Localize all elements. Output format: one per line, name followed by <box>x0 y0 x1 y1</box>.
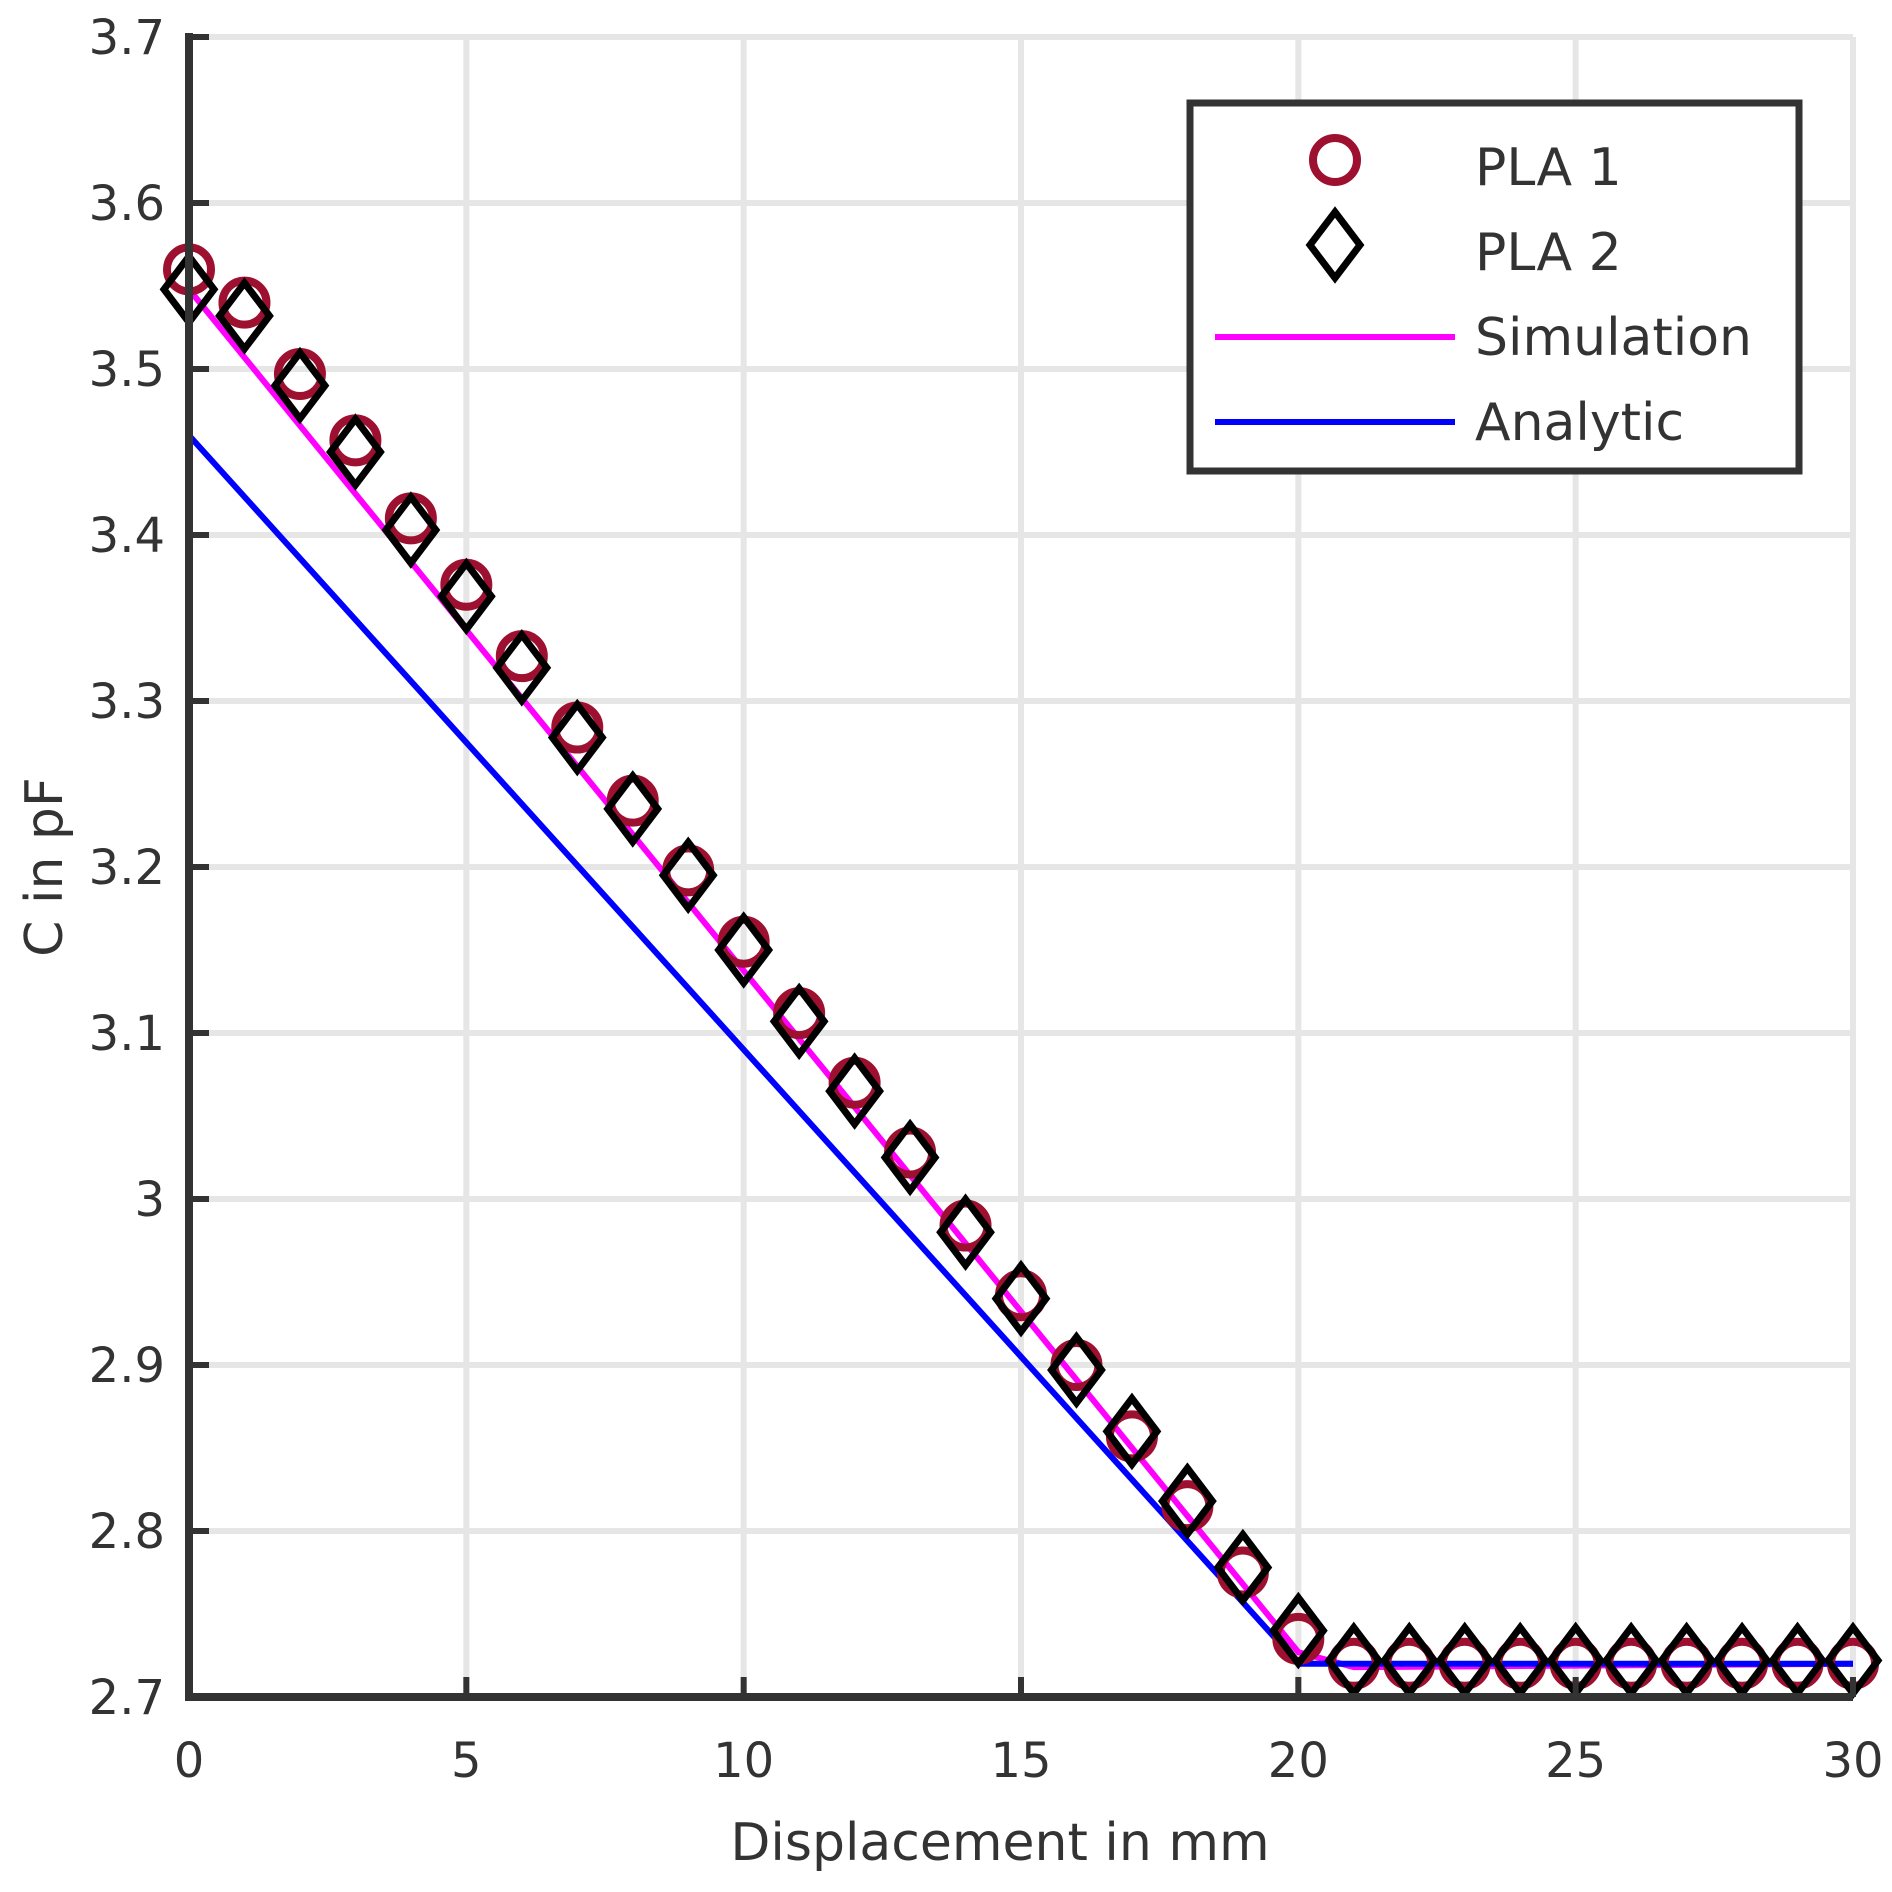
data-point-pla2 <box>1102 1392 1162 1471</box>
x-tick-label: 25 <box>1545 1733 1606 1789</box>
y-tick-label: 2.7 <box>89 1670 165 1726</box>
x-tick-label: 5 <box>451 1733 482 1789</box>
y-tick-label: 3.1 <box>89 1006 165 1062</box>
x-tick-label: 15 <box>990 1733 1051 1789</box>
legend-label: Analytic <box>1475 393 1684 453</box>
y-tick-label: 2.8 <box>89 1504 165 1560</box>
y-tick-label: 3.4 <box>89 508 165 564</box>
data-point-pla2 <box>436 557 496 636</box>
data-point-pla2 <box>658 836 718 915</box>
data-point-pla2 <box>936 1193 995 1271</box>
data-point-pla2 <box>1268 1591 1328 1670</box>
data-point-pla2 <box>825 1052 884 1130</box>
data-point-pla2 <box>326 413 385 491</box>
x-axis-label: Displacement in mm <box>730 1813 1269 1873</box>
data-point-pla2 <box>769 982 829 1061</box>
legend-box <box>1186 99 1803 475</box>
data-point-pla2 <box>714 911 774 989</box>
data-point-pla2 <box>270 346 330 425</box>
data-point-pla2 <box>603 770 663 848</box>
data-point-pla2 <box>381 491 441 569</box>
data-point-pla2 <box>1047 1331 1106 1409</box>
x-tick-label: 20 <box>1268 1733 1329 1789</box>
y-tick-label: 3.5 <box>89 342 165 398</box>
y-tick-label: 3.3 <box>89 674 165 730</box>
y-tick-label: 3.2 <box>89 840 165 896</box>
x-tick-label: 30 <box>1822 1733 1883 1789</box>
y-tick-label: 3.6 <box>89 176 165 232</box>
plot-area <box>159 243 1883 1700</box>
data-point-pla2 <box>215 277 274 355</box>
legend-marker-diamond-icon <box>1305 206 1365 284</box>
legend-label: Simulation <box>1475 308 1752 368</box>
y-tick-label: 2.9 <box>89 1338 165 1394</box>
data-point-pla2 <box>1158 1462 1217 1540</box>
data-point-pla2 <box>880 1118 940 1197</box>
data-point-pla2 <box>991 1259 1051 1338</box>
data-point-pla2 <box>492 629 552 707</box>
y-axis-label: C in pF <box>15 777 75 957</box>
legend-label: PLA 1 <box>1475 138 1622 198</box>
legend-marker-circle-icon <box>1309 134 1361 186</box>
data-point-pla2 <box>1213 1528 1273 1607</box>
axes: 0 5 10 15 20 25 30 2.7 2.8 2.9 3 3.1 3.2 3.3 3.4 3.5 3.6… <box>89 10 1884 1789</box>
x-tick-label: 0 <box>174 1733 205 1789</box>
legend: PLA 1 PLA 2 Simulation Analytic <box>1186 99 1803 475</box>
legend-label: PLA 2 <box>1475 223 1622 283</box>
x-tick-label: 10 <box>713 1733 774 1789</box>
y-tick-label: 3 <box>134 1172 165 1228</box>
data-point-pla2 <box>547 698 607 777</box>
y-tick-label: 3.7 <box>89 10 165 66</box>
